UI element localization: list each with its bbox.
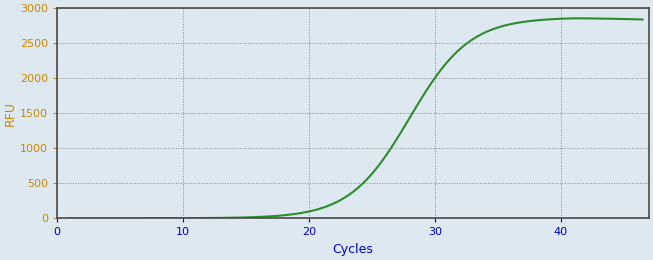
Y-axis label: RFU: RFU — [4, 101, 17, 126]
X-axis label: Cycles: Cycles — [332, 243, 374, 256]
